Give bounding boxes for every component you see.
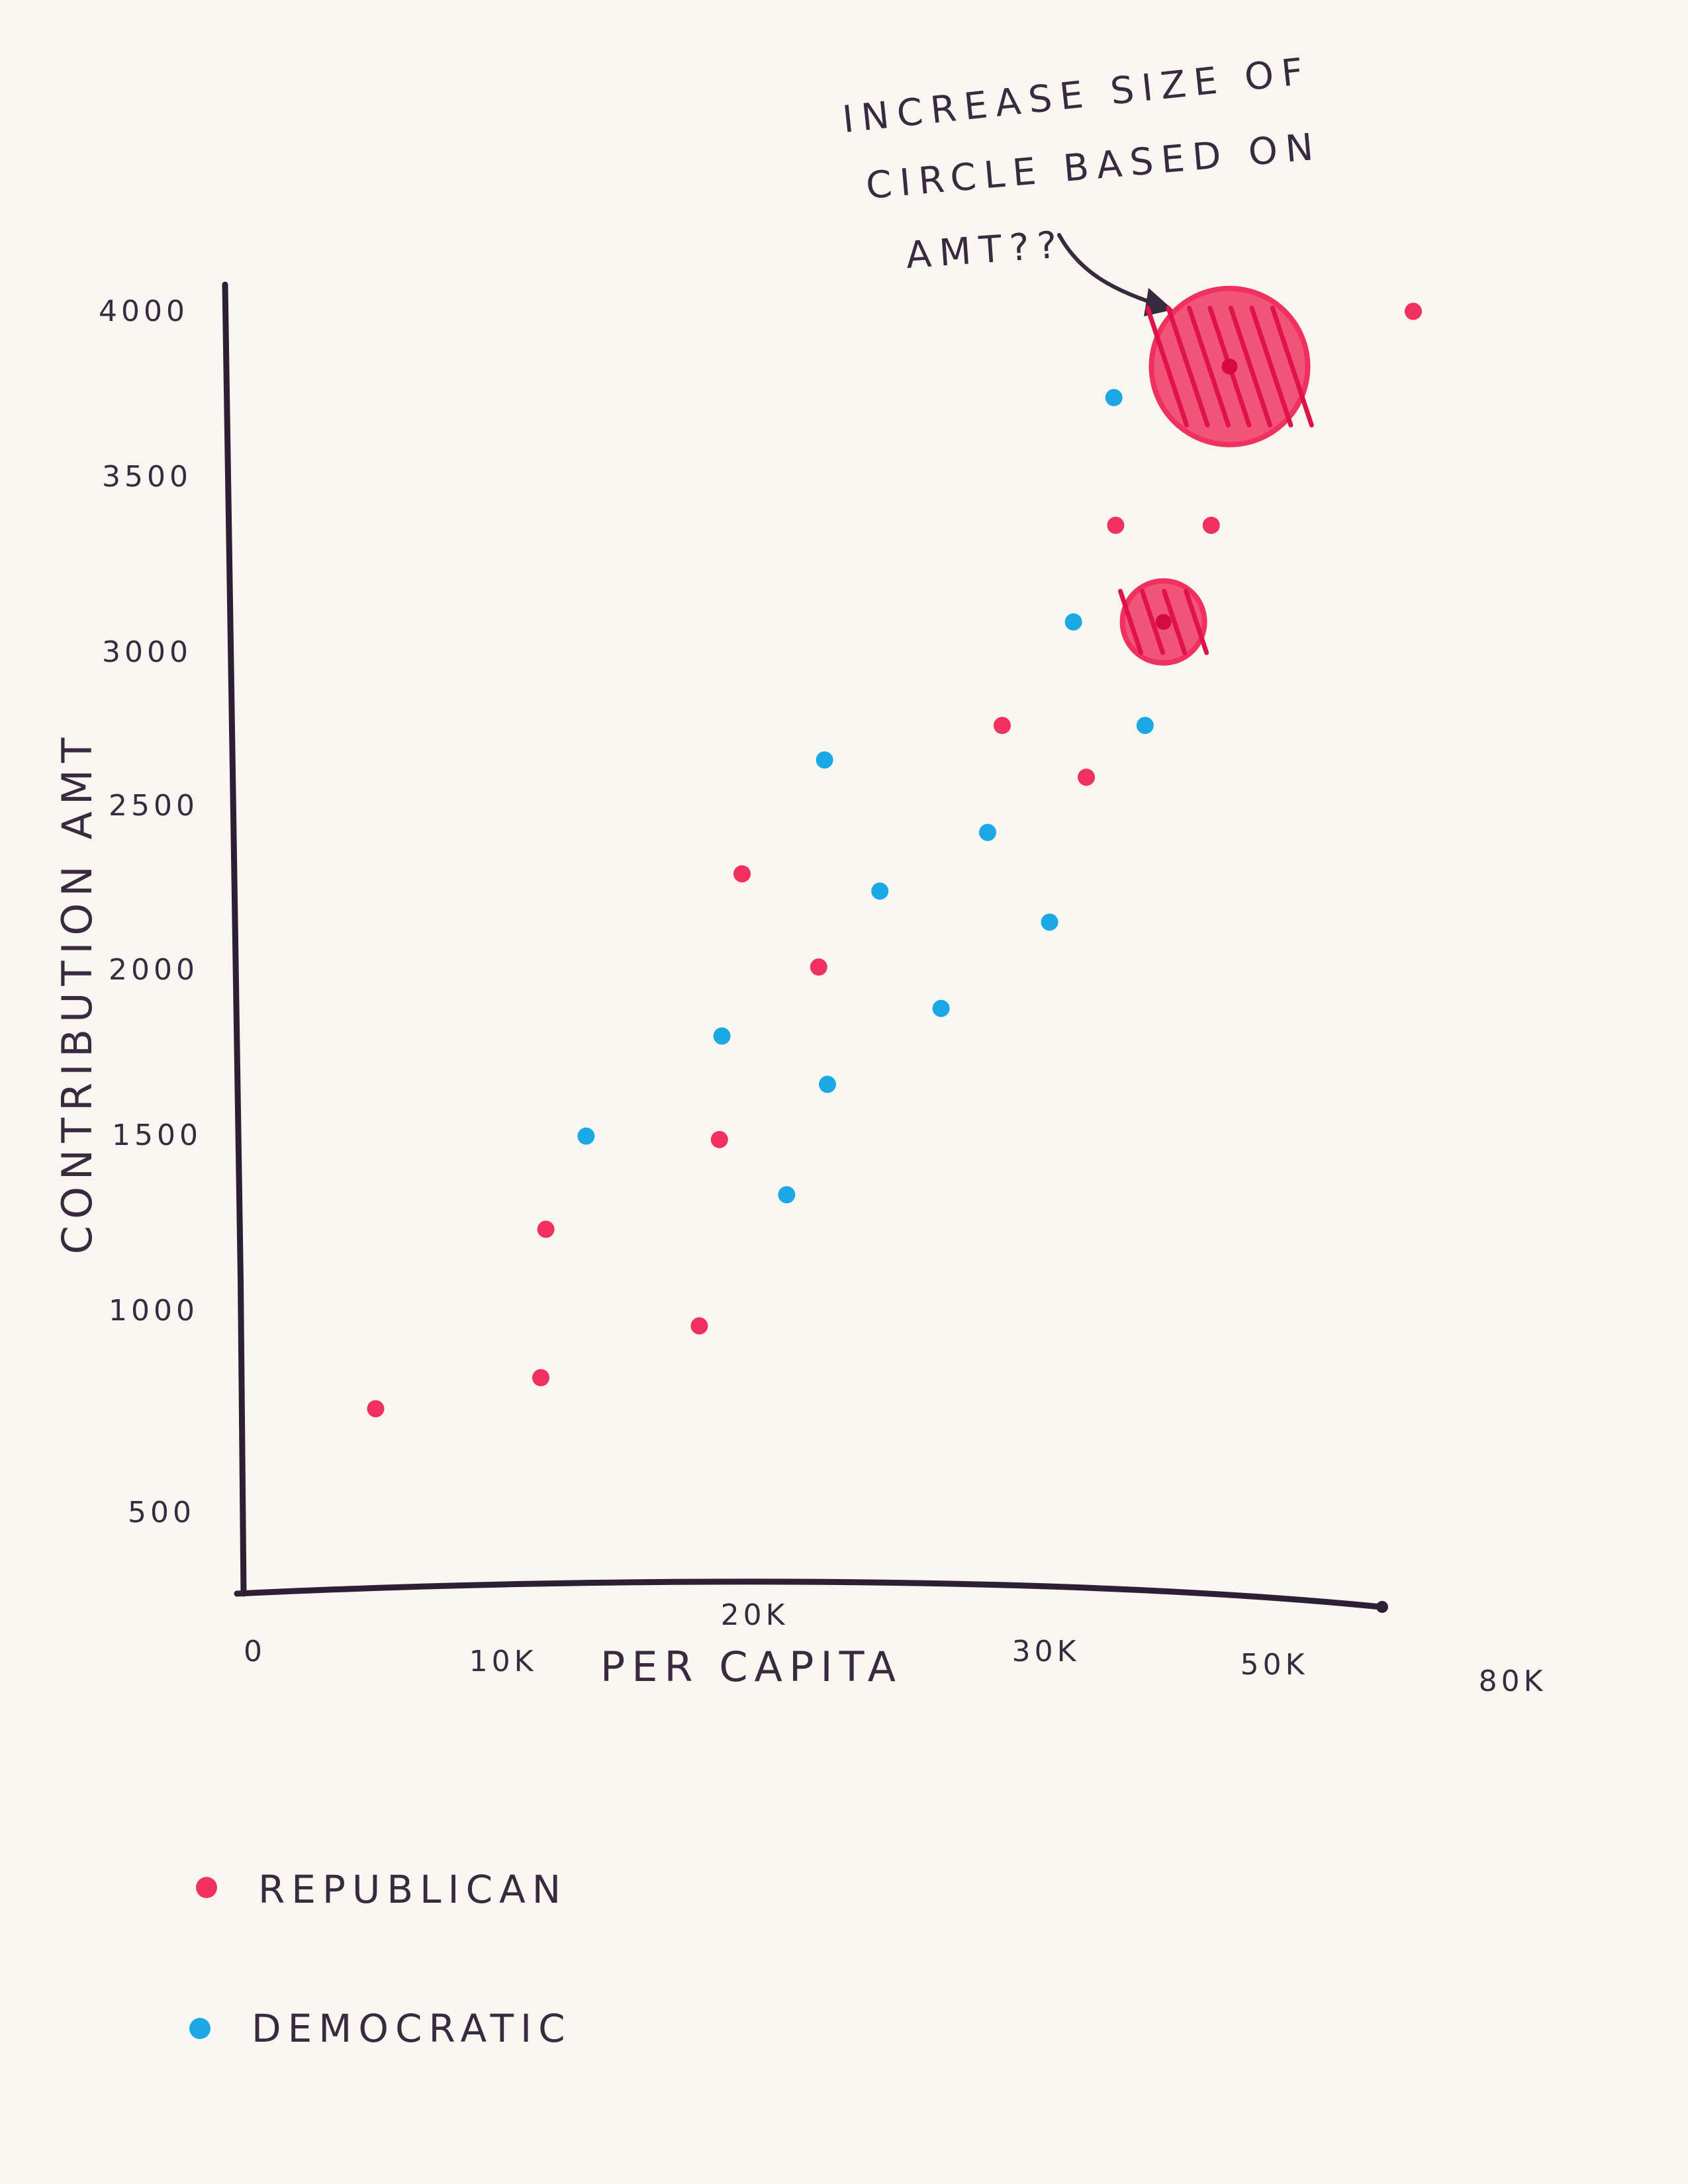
data-point (1078, 768, 1096, 786)
legend-marker-republican (196, 1877, 217, 1898)
annotation: INCREASE SIZE OF CIRCLE BASED ON AMT?? (841, 50, 1323, 316)
highlight-bubble (1118, 578, 1209, 666)
data-point (367, 1400, 385, 1418)
axis-end-dot (1376, 1601, 1388, 1613)
annotation-line-2: CIRCLE BASED ON (865, 125, 1323, 208)
data-point (816, 751, 833, 769)
highlight-bubble (1145, 285, 1314, 447)
data-point (537, 1220, 555, 1238)
bubble-scribble (1270, 305, 1314, 428)
bubble-scribble (1184, 588, 1209, 655)
bubble-scribble (1228, 305, 1272, 428)
bubble-scribble (1249, 305, 1293, 428)
data-point (1202, 516, 1220, 534)
x-tick-label: 30K (1012, 1635, 1080, 1668)
data-point (1064, 613, 1082, 631)
x-tick-label: 20K (721, 1598, 789, 1632)
y-tick-label: 1500 (112, 1118, 202, 1152)
bubble-scribble (1162, 588, 1188, 655)
data-point (690, 1317, 708, 1335)
y-tick-labels: 4000 3500 3000 2500 2000 1500 1000 500 (99, 295, 202, 1529)
x-tick-label: 80K (1479, 1664, 1547, 1698)
y-tick-label: 2000 (109, 953, 199, 987)
x-tick-label: 0 (244, 1635, 266, 1668)
data-point (819, 1075, 836, 1093)
legend-label-republican: REPUBLICAN (258, 1867, 567, 1912)
data-point (713, 1027, 731, 1045)
annotation-line-3: AMT?? (904, 223, 1066, 277)
y-axis-line (222, 281, 247, 1597)
data-point (1136, 717, 1154, 735)
legend-marker-democratic (189, 2018, 211, 2039)
data-point (979, 823, 996, 841)
y-tick-label: 3000 (102, 635, 192, 669)
bubble-scribble (1118, 588, 1143, 655)
bubble-scribble (1145, 305, 1190, 428)
data-point (1405, 302, 1422, 320)
data-point (1041, 913, 1058, 931)
x-tick-label: 10K (469, 1645, 538, 1678)
data-point (871, 882, 889, 900)
x-axis-title: PER CAPITA (600, 1643, 902, 1691)
data-point (577, 1127, 595, 1145)
y-tick-label: 2500 (109, 789, 199, 823)
y-tick-label: 4000 (99, 295, 189, 328)
data-point (532, 1369, 549, 1387)
y-axis-title: CONTRIBUTION AMT (53, 731, 101, 1254)
data-point (810, 958, 827, 976)
data-point (1105, 388, 1123, 406)
data-point (1107, 516, 1125, 534)
bubble-scribble (1140, 588, 1166, 655)
x-axis-line (234, 1578, 1384, 1610)
data-point (932, 999, 950, 1017)
data-point (733, 865, 751, 883)
data-point (1221, 358, 1238, 375)
annotation-line-1: INCREASE SIZE OF (841, 50, 1313, 142)
data-point (994, 717, 1011, 735)
points-layer (367, 285, 1422, 1418)
bubble-scribble (1187, 305, 1231, 428)
legend-label-democratic: DEMOCRATIC (252, 2006, 572, 2051)
x-tick-label: 50K (1241, 1648, 1309, 1682)
data-point (1155, 614, 1172, 630)
y-tick-label: 500 (128, 1496, 195, 1529)
data-point (778, 1186, 796, 1204)
legend: REPUBLICAN DEMOCRATIC (189, 1867, 572, 2051)
y-tick-label: 1000 (109, 1294, 199, 1328)
bubble-scribble (1166, 305, 1210, 428)
annotation-arrowhead (1144, 288, 1173, 316)
x-tick-labels: 0 10K 20K 30K 50K 80K (244, 1598, 1547, 1698)
data-point (710, 1130, 728, 1148)
y-tick-label: 3500 (102, 460, 192, 494)
